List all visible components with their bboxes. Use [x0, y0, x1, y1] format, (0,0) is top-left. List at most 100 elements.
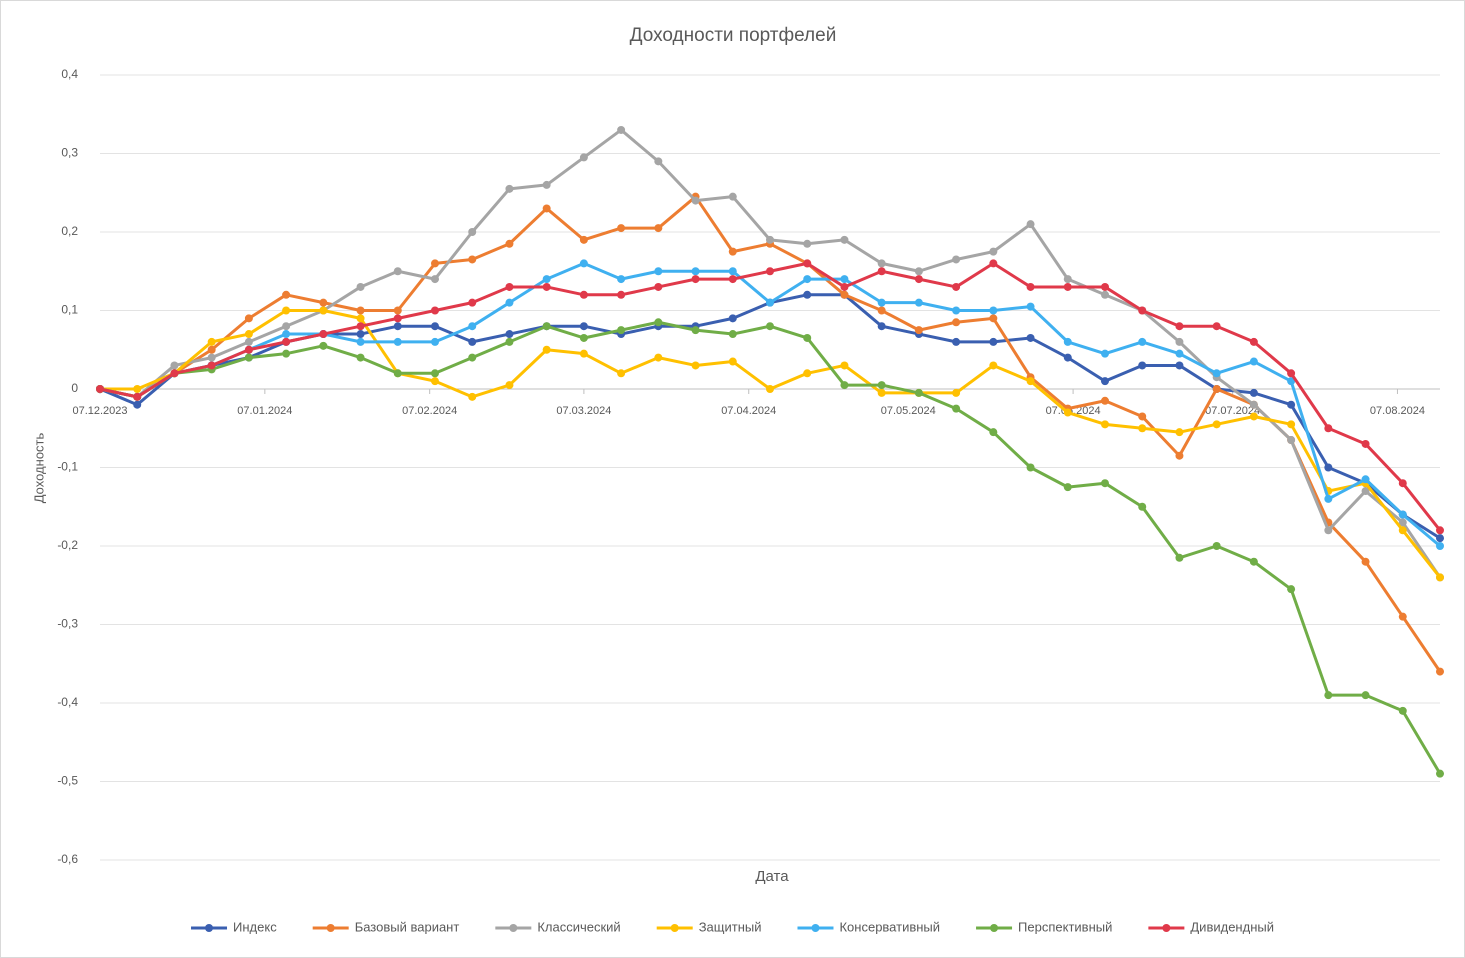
- data-point: [766, 385, 774, 393]
- data-point: [207, 337, 216, 346]
- data-point: [691, 326, 700, 335]
- data-point: [952, 282, 961, 291]
- data-point: [1436, 667, 1444, 676]
- legend-label: Защитный: [699, 919, 762, 934]
- data-point: [356, 322, 365, 331]
- data-point: [840, 381, 849, 390]
- data-point: [356, 330, 365, 339]
- data-point: [468, 322, 477, 331]
- data-point: [1398, 526, 1407, 535]
- data-point: [542, 180, 551, 189]
- data-point: [877, 388, 886, 397]
- data-point: [803, 333, 812, 342]
- x-tick-label: 07.12.2023: [72, 405, 127, 417]
- data-point: [1361, 475, 1370, 484]
- data-point: [207, 345, 216, 354]
- data-point: [505, 282, 514, 291]
- data-point: [1138, 361, 1147, 370]
- data-point: [728, 247, 737, 256]
- data-point: [803, 239, 812, 248]
- data-point: [282, 322, 291, 331]
- data-point: [914, 267, 923, 276]
- data-point: [431, 337, 439, 346]
- data-point: [1063, 275, 1072, 284]
- data-point: [431, 275, 439, 284]
- data-point: [579, 333, 588, 342]
- legend-marker: [205, 924, 214, 932]
- data-point: [1175, 451, 1184, 460]
- data-point: [1324, 691, 1333, 700]
- data-point: [1398, 510, 1407, 519]
- legend-marker: [990, 924, 999, 932]
- data-point: [691, 275, 700, 284]
- legend-label: Базовый вариант: [355, 919, 460, 934]
- data-point: [505, 239, 514, 248]
- data-point: [1026, 302, 1035, 311]
- data-point: [1212, 385, 1221, 393]
- data-point: [579, 153, 588, 162]
- data-point: [952, 306, 961, 315]
- data-point: [393, 314, 402, 323]
- data-point: [654, 267, 663, 276]
- data-point: [1287, 585, 1296, 594]
- data-point: [840, 290, 849, 299]
- data-point: [1361, 487, 1370, 496]
- data-point: [542, 282, 551, 291]
- data-point: [766, 235, 774, 244]
- y-tick-label: 0,3: [61, 146, 78, 160]
- x-tick-label: 07.08.2024: [1370, 405, 1425, 417]
- data-point: [505, 381, 514, 390]
- legend-label: Консервативный: [839, 919, 940, 934]
- data-point: [803, 369, 812, 378]
- legend-marker: [811, 924, 820, 932]
- legend-item: Индекс: [191, 919, 277, 934]
- data-point: [952, 404, 961, 413]
- legend-marker: [509, 924, 518, 932]
- data-point: [1324, 526, 1333, 535]
- data-point: [766, 298, 774, 307]
- data-point: [766, 267, 774, 276]
- data-point: [468, 255, 477, 264]
- data-point: [579, 235, 588, 244]
- data-point: [728, 275, 737, 284]
- data-point: [728, 314, 737, 323]
- data-point: [468, 228, 477, 236]
- y-tick-label: 0,2: [61, 224, 78, 238]
- data-point: [728, 192, 737, 201]
- data-point: [542, 345, 551, 354]
- data-point: [1436, 542, 1444, 550]
- data-point: [96, 385, 104, 393]
- data-point: [1138, 337, 1147, 346]
- data-point: [1101, 420, 1109, 429]
- data-point: [1138, 502, 1147, 511]
- data-point: [133, 385, 142, 393]
- data-point: [1249, 412, 1258, 421]
- data-point: [468, 353, 477, 362]
- data-point: [1175, 349, 1184, 358]
- x-tick-label: 07.07.2024: [1205, 405, 1260, 417]
- chart-title: Доходности портфелей: [630, 25, 837, 46]
- data-point: [1249, 557, 1258, 566]
- data-point: [319, 330, 328, 339]
- data-point: [840, 235, 849, 244]
- data-point: [170, 361, 179, 370]
- data-point: [1026, 220, 1035, 229]
- data-point: [282, 306, 291, 315]
- data-point: [170, 369, 179, 378]
- x-tick-label: 07.05.2024: [881, 405, 936, 417]
- data-point: [654, 353, 663, 362]
- data-point: [691, 196, 700, 205]
- data-point: [431, 306, 439, 315]
- data-point: [1398, 479, 1407, 488]
- data-point: [133, 400, 142, 409]
- data-point: [617, 369, 626, 378]
- data-point: [1398, 612, 1407, 621]
- data-point: [1212, 420, 1221, 429]
- data-point: [579, 290, 588, 299]
- data-point: [728, 357, 737, 366]
- data-point: [1101, 396, 1109, 405]
- data-point: [1063, 483, 1072, 492]
- data-point: [728, 267, 737, 276]
- data-point: [1063, 408, 1072, 417]
